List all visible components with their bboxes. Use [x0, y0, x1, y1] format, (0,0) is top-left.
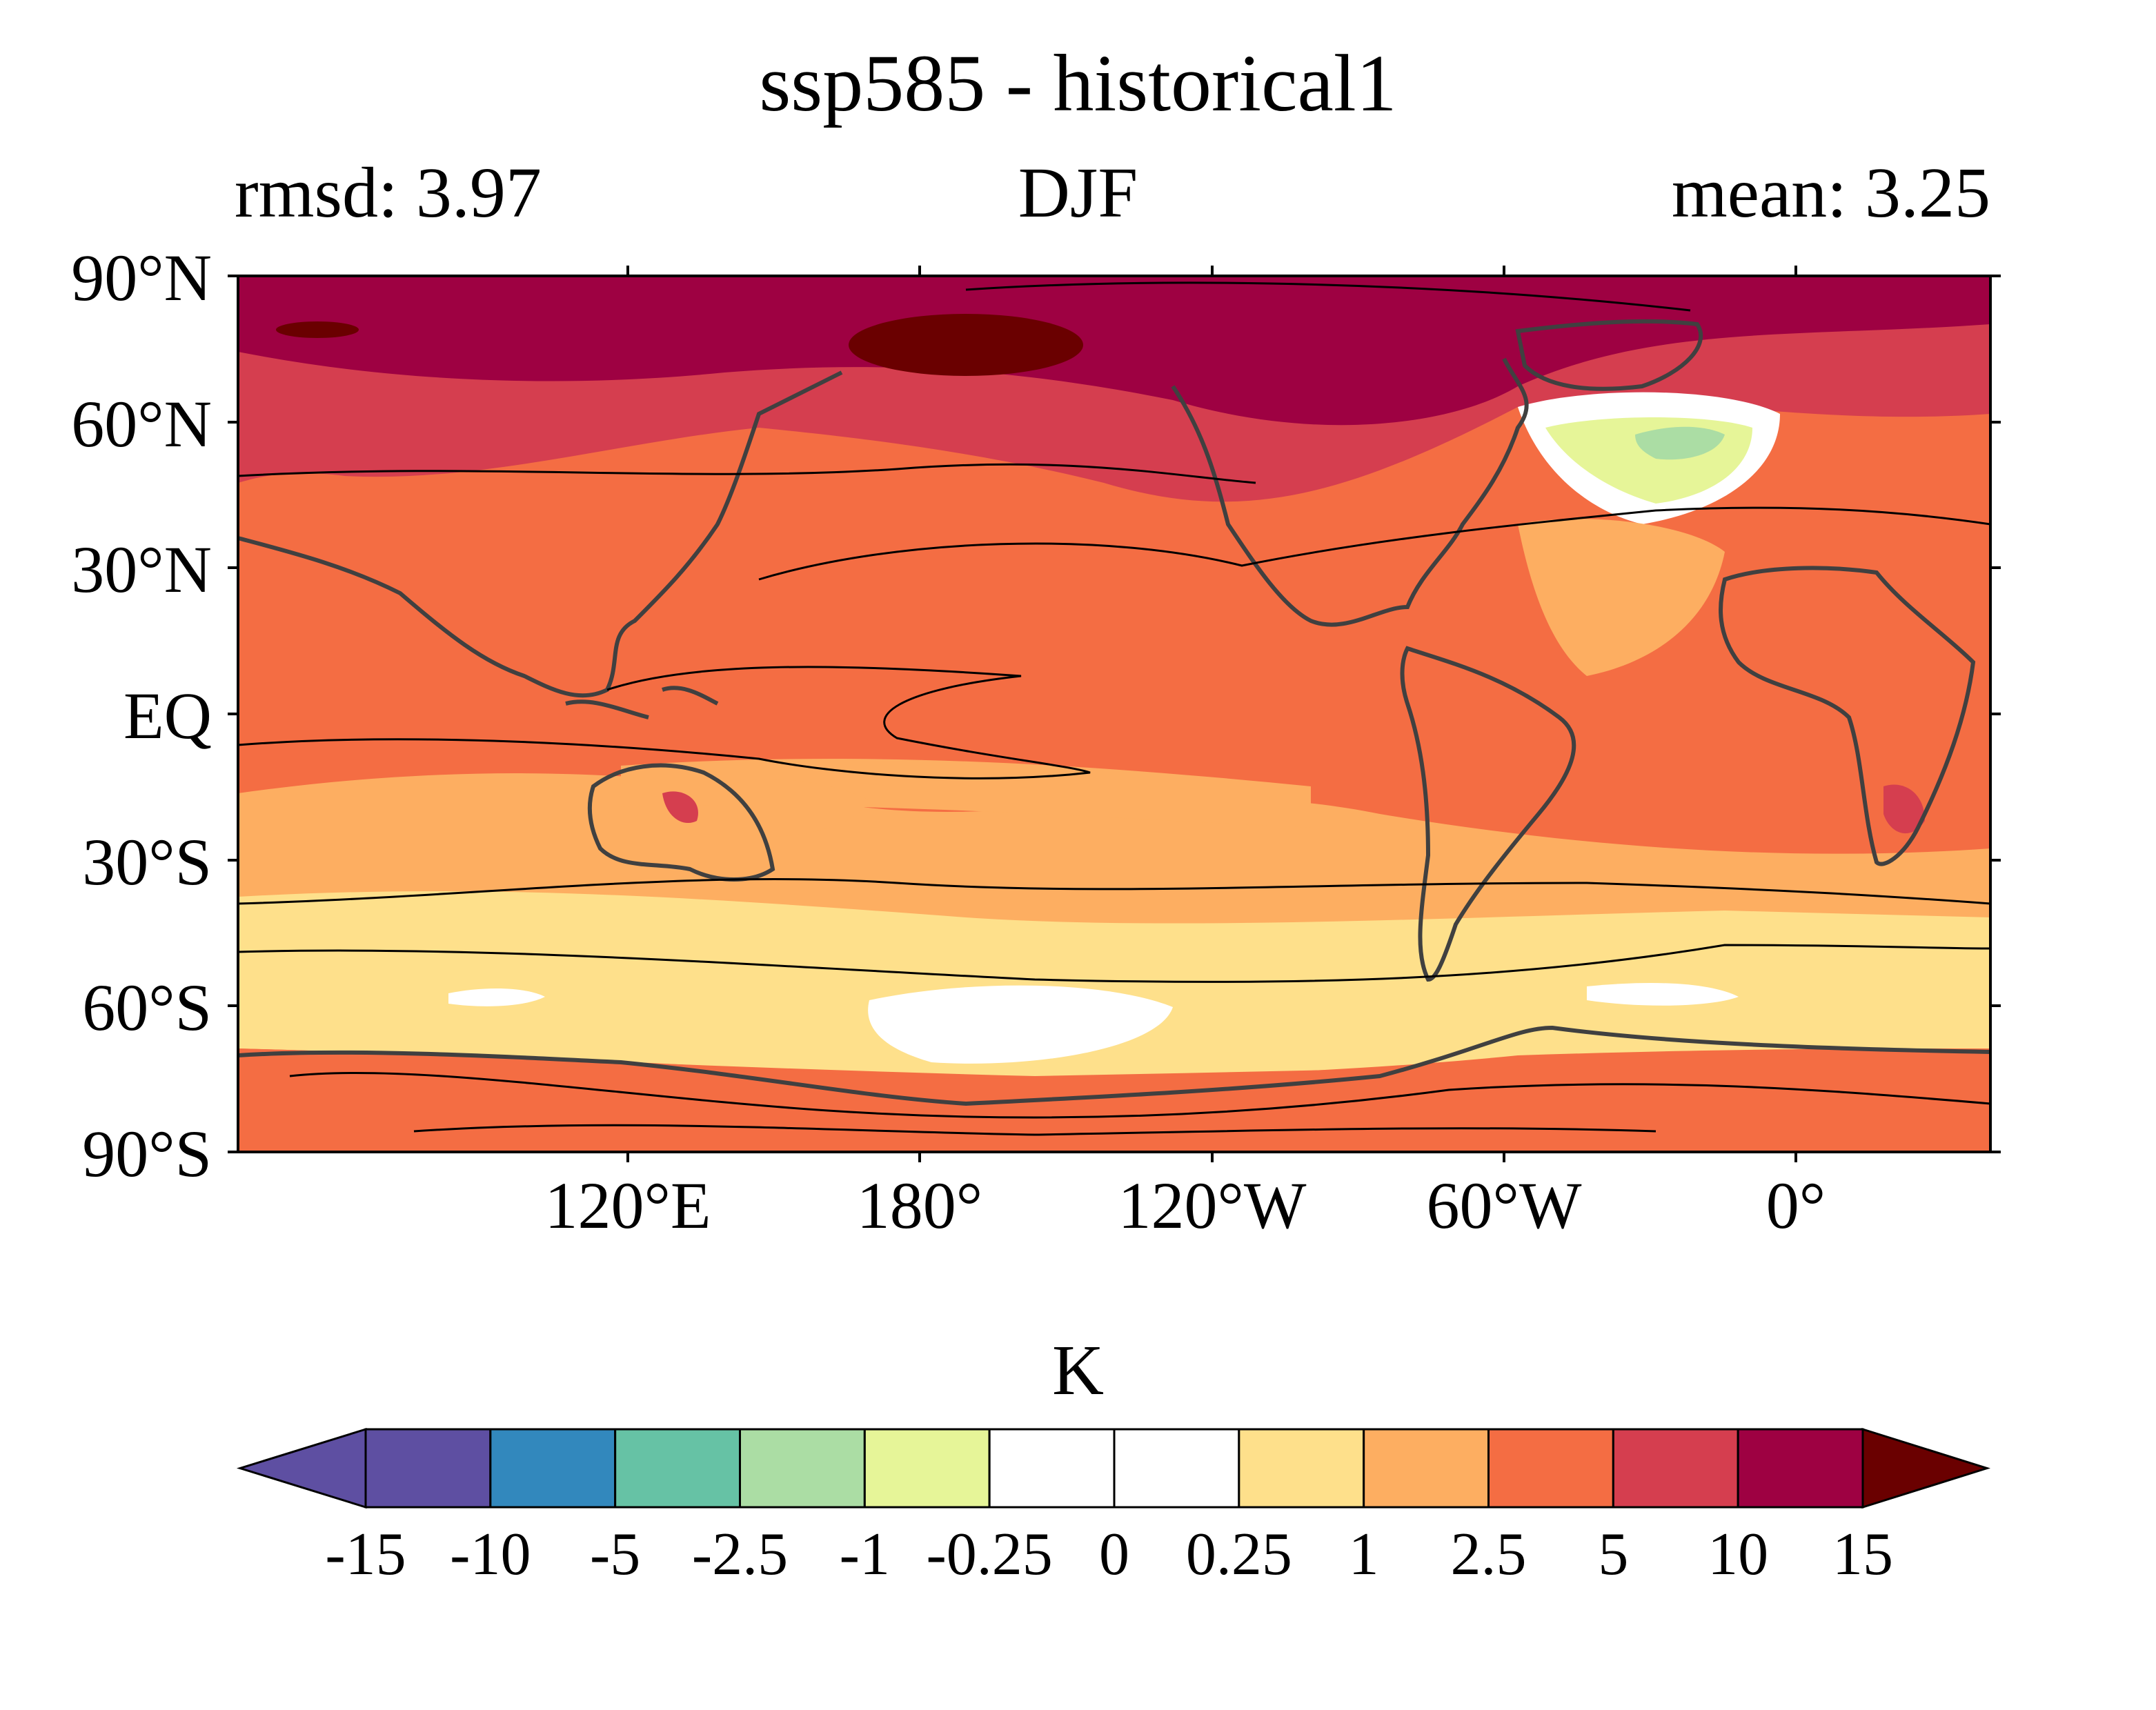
- field-south-moderate-2: [621, 759, 1311, 828]
- lat-label-eq: EQ: [123, 679, 212, 753]
- colorbar-tick-label: -5: [590, 1521, 641, 1588]
- colorbar-tick-label: 15: [1832, 1521, 1893, 1588]
- lat-ticks: [228, 275, 2001, 1153]
- subtitle-rmsd: rmsd: 3.97: [235, 153, 542, 232]
- colorbar-tick-label: -0.25: [926, 1521, 1053, 1588]
- colorbar-cell: [1113, 1428, 1240, 1509]
- contour-n2: [238, 463, 1256, 484]
- lon-label-180: 180°: [856, 1169, 983, 1242]
- coast-africa: [1719, 566, 1976, 866]
- colorbar-tick-label: 0.25: [1185, 1521, 1292, 1588]
- lat-label-60s: 60°S: [82, 971, 212, 1044]
- colorbar-cell: [863, 1428, 991, 1509]
- contour-eq1: [238, 666, 1091, 779]
- contour-s3: [289, 1071, 1990, 1119]
- field-south-white-1: [868, 985, 1173, 1064]
- colorbar-tick-label: 5: [1598, 1521, 1629, 1588]
- field-natl-cool: [1635, 426, 1725, 460]
- contour-s4: [413, 1124, 1656, 1136]
- colorbar-extend-high: [1861, 1427, 1991, 1509]
- colorbar-cell: [988, 1428, 1116, 1509]
- lat-label-30s: 30°S: [82, 825, 212, 899]
- lat-label-60n: 60°N: [71, 387, 212, 461]
- coastlines: [238, 319, 1990, 1106]
- colorbar-cell: [364, 1428, 492, 1509]
- colorbar-tick-label: -2.5: [691, 1521, 789, 1588]
- colorbar-tick-label: 0: [1099, 1521, 1129, 1588]
- colorbar-tick-label: 10: [1708, 1521, 1769, 1588]
- plot-title: ssp585 - historical1: [759, 38, 1397, 128]
- lat-label-90s: 90°S: [82, 1117, 212, 1191]
- colorbar-tick-label: 1: [1348, 1521, 1379, 1588]
- lon-label-120e: 120°E: [544, 1169, 711, 1242]
- colorbar-cell: [1737, 1428, 1864, 1509]
- subtitle-season: DJF: [1018, 153, 1138, 232]
- colorbar-tick-label: -1: [839, 1521, 890, 1588]
- lon-label-60w: 60°W: [1426, 1169, 1582, 1242]
- contour-n1: [965, 281, 1691, 312]
- coast-indonesia: [565, 686, 719, 719]
- contour-s1: [238, 877, 1990, 905]
- contour-lines: [238, 281, 1990, 1136]
- colorbar-cell: [1363, 1428, 1490, 1509]
- coast-south-america: [1400, 646, 1576, 982]
- colorbar-cell: [489, 1428, 617, 1509]
- coast-eurasia: [238, 370, 843, 698]
- field-trop-moderate-2: [724, 779, 869, 837]
- field-arctic-extreme: [849, 314, 1083, 376]
- field-north-high: [238, 276, 1990, 426]
- colorbar-extend-low: [236, 1427, 367, 1509]
- lon-ticks: [626, 266, 1797, 1162]
- coast-antarctica: [238, 1025, 1990, 1106]
- colorbar-cell: [739, 1428, 866, 1509]
- colorbar-cell: [1238, 1428, 1365, 1509]
- field-land-hot-2: [662, 791, 698, 824]
- filled-contours: [238, 276, 1990, 1152]
- colorbar-tick-label: 2.5: [1450, 1521, 1527, 1588]
- contour-s2: [238, 944, 1990, 983]
- coast-greenland: [1515, 319, 1703, 391]
- field-south-white-2: [448, 988, 545, 1006]
- colorbar-units: K: [1051, 1331, 1105, 1410]
- coast-australia: [587, 763, 775, 882]
- colorbar-cell: [1612, 1428, 1739, 1509]
- field-trop-moderate-1: [1518, 519, 1725, 676]
- map-panel: [228, 266, 2001, 1162]
- colorbar-tick-label: -10: [450, 1521, 531, 1588]
- colorbar-cells: [236, 1427, 1991, 1509]
- lat-label-90n: 90°N: [71, 241, 212, 315]
- field-arctic-extreme-2: [276, 321, 359, 338]
- lon-label-120w: 120°W: [1118, 1169, 1307, 1242]
- contour-n3: [758, 506, 1990, 581]
- lon-label-0: 0°: [1766, 1169, 1826, 1242]
- colorbar-cell: [1487, 1428, 1614, 1509]
- lat-label-30n: 30°N: [71, 533, 212, 606]
- coast-north-america: [1171, 357, 1529, 627]
- subtitle-mean: mean: 3.25: [1671, 153, 1990, 232]
- colorbar-tick-label: -15: [325, 1521, 406, 1588]
- field-south-white-3: [1587, 983, 1739, 1006]
- field-land-hot-1: [1883, 784, 1925, 834]
- colorbar-cell: [614, 1428, 742, 1509]
